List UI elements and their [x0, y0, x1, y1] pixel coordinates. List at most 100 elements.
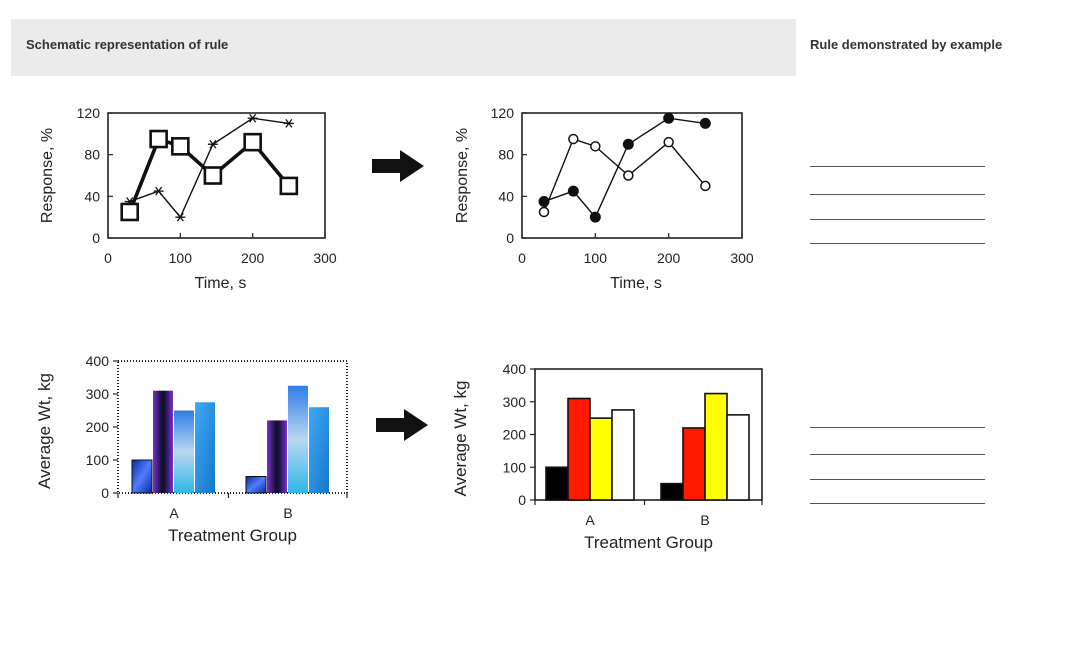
data-point-asterisk: [247, 113, 258, 123]
bar: [567, 397, 591, 501]
data-point-open-circle: [663, 136, 674, 148]
data-point-open-circle: [623, 170, 634, 181]
arrow-right-icon: [376, 409, 428, 441]
x-category-label: B: [700, 512, 709, 528]
x-axis-label: Treatment Group: [584, 533, 713, 552]
bar: [131, 459, 153, 494]
x-tick-label: 0: [518, 250, 526, 266]
y-tick-label: 80: [498, 147, 514, 163]
plot-frame: [117, 360, 348, 494]
answer-line[interactable]: [810, 243, 985, 244]
bar: [153, 390, 173, 493]
x-axis-label: Time, s: [610, 275, 662, 292]
y-tick-label: 200: [503, 427, 527, 443]
x-tick-label: 200: [657, 250, 681, 266]
bar: [660, 482, 684, 501]
y-axis-label: Response, %: [39, 128, 56, 223]
y-tick-label: 400: [503, 361, 527, 377]
x-tick-label: 0: [104, 250, 112, 266]
bar: [195, 402, 215, 493]
bar: [309, 407, 329, 493]
data-point-filled-circle: [567, 185, 579, 197]
data-point-asterisk: [283, 119, 294, 128]
x-tick-label: 200: [241, 250, 265, 266]
y-axis-label: Response, %: [454, 128, 471, 223]
bar: [611, 409, 635, 501]
bar: [589, 417, 613, 501]
figure-canvas: 0 40 80 120 0 100 200 300 Time, s Response, % 0 40…: [35, 105, 763, 552]
bar: [726, 414, 750, 501]
bar: [267, 420, 287, 493]
data-point-filled-circle: [622, 138, 634, 150]
arrow-right-icon: [372, 150, 424, 182]
bar: [245, 476, 267, 494]
y-tick-label: 40: [498, 188, 514, 204]
data-point-filled-circle: [699, 117, 711, 129]
schematic-header: Schematic representation of rule: [11, 19, 796, 76]
data-point-open-circle: [700, 180, 711, 192]
data-point-open-circle: [590, 141, 601, 152]
data-point-asterisk: [153, 186, 164, 196]
line-chart-before: 0 40 80 120 0 100 200 300 Time, s Response, %: [39, 105, 337, 292]
data-point-square: [171, 137, 190, 156]
data-point-asterisk: [207, 139, 218, 149]
x-tick-label: 300: [730, 250, 754, 266]
data-point-square: [279, 176, 299, 196]
x-axis-label: Time, s: [195, 275, 247, 292]
example-header-title: Rule demonstrated by example: [810, 37, 1003, 52]
data-point-filled-circle: [663, 112, 675, 124]
y-axis-label: Average Wt, kg: [35, 373, 54, 489]
y-tick-label: 200: [86, 419, 110, 435]
y-tick-label: 100: [503, 459, 527, 475]
line-chart-after: 0 40 80 120 0 100 200 300 Time, s Response, %: [454, 105, 754, 292]
y-tick-label: 0: [101, 485, 109, 501]
bar: [288, 385, 308, 493]
x-tick-label: 100: [584, 250, 608, 266]
answer-line[interactable]: [810, 454, 985, 455]
y-tick-label: 100: [86, 452, 110, 468]
x-tick-label: 100: [169, 250, 193, 266]
x-category-label: A: [169, 505, 179, 521]
plot-frame: [107, 112, 326, 239]
data-point-asterisk: [175, 212, 186, 222]
data-point-square: [120, 202, 139, 222]
x-tick-label: 300: [313, 250, 337, 266]
schematic-header-title: Schematic representation of rule: [26, 37, 229, 52]
answer-line[interactable]: [810, 427, 985, 428]
answer-line[interactable]: [810, 503, 985, 504]
answer-line[interactable]: [810, 194, 985, 195]
y-tick-label: 300: [503, 394, 527, 410]
data-point-square: [243, 132, 262, 152]
data-point-open-circle: [568, 133, 579, 145]
answer-line[interactable]: [810, 479, 985, 480]
x-category-label: A: [585, 512, 595, 528]
y-tick-label: 300: [86, 386, 110, 402]
y-tick-label: 80: [84, 147, 100, 163]
series-line: [543, 117, 706, 219]
bar-chart-before: 0 100 200 300 400 A B Treatment Group Average Wt…: [35, 353, 348, 545]
y-tick-label: 400: [86, 353, 110, 369]
bar: [174, 410, 194, 493]
bar: [682, 427, 706, 501]
bar-chart-after: 0 100 200 300 400 A B Treatment Group Average Wt…: [451, 361, 763, 552]
answer-line[interactable]: [810, 166, 985, 167]
data-point-square: [149, 129, 168, 149]
x-axis-label: Treatment Group: [168, 526, 297, 545]
series-line: [129, 117, 289, 219]
plot-frame: [521, 112, 743, 239]
data-point-filled-circle: [589, 211, 601, 223]
y-tick-label: 0: [92, 230, 100, 246]
answer-line[interactable]: [810, 219, 985, 220]
series-line: [543, 138, 706, 213]
y-tick-label: 0: [506, 230, 514, 246]
bar: [704, 392, 728, 501]
bar: [545, 466, 569, 501]
y-tick-label: 120: [77, 105, 101, 121]
y-tick-label: 40: [84, 188, 100, 204]
x-category-label: B: [283, 505, 292, 521]
y-axis-label: Average Wt, kg: [451, 381, 470, 497]
data-point-open-circle: [538, 206, 550, 218]
y-tick-label: 120: [491, 105, 515, 121]
y-tick-label: 0: [518, 492, 526, 508]
data-point-square: [203, 166, 223, 185]
